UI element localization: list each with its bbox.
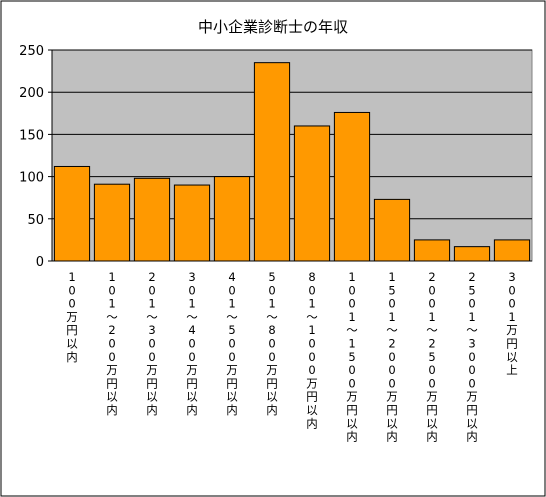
- y-tick-label: 50: [27, 213, 44, 228]
- bar: [373, 198, 411, 262]
- y-tick-label: 150: [19, 128, 44, 143]
- bar: [413, 239, 451, 262]
- y-tick-label: 100: [19, 171, 44, 186]
- bar: [213, 176, 251, 262]
- plot-area: [51, 49, 533, 262]
- gridlines: [52, 49, 532, 220]
- y-tick-label: 0: [36, 255, 44, 270]
- x-tick-label: 8 0 1 〜 1 0 0 0 万円以内: [306, 270, 318, 430]
- y-tick-label: 200: [19, 86, 44, 101]
- bar: [173, 184, 211, 262]
- chart-title: 中小企業診断士の年収: [198, 18, 348, 36]
- x-tick-label: 5 0 1 〜 8 0 0 万円以内: [266, 270, 278, 417]
- x-axis: 1 0 0 万円以内 1 0 1 〜 2 0 0 万円以内 2 0 1 〜 3 0 0 万円以内 3 0 1 〜 4 0 0 万円以内…: [52, 260, 532, 444]
- bars: [53, 62, 531, 262]
- bar: [493, 239, 531, 262]
- bar: [253, 62, 291, 262]
- bar: [453, 246, 491, 262]
- x-tick-label: 1 0 0 1 〜 1 5 0 0 万円以内: [346, 270, 358, 444]
- y-axis: 0 50 100 150 200 250: [19, 44, 53, 270]
- bar: [133, 177, 171, 262]
- x-tick-label: 1 5 0 1 〜 2 0 0 0 万円以内: [386, 270, 398, 444]
- x-tick-label: 3 0 1 〜 4 0 0 万円以内: [186, 270, 198, 417]
- bar: [293, 125, 331, 262]
- x-tick-label: 2 5 0 1 〜 3 0 0 0 万円以内: [466, 270, 478, 444]
- y-tick-label: 250: [19, 44, 44, 59]
- x-tick-label: 1 0 1 〜 2 0 0 万円以内: [106, 270, 118, 417]
- bar: [333, 111, 371, 262]
- bar: [93, 183, 131, 262]
- x-tick-label: 2 0 0 1 〜 2 5 0 0 万円以内: [426, 270, 438, 444]
- x-tick-label: 3 0 0 1 万円以上: [506, 270, 518, 377]
- bar: [53, 165, 91, 262]
- x-tick-label: 2 0 1 〜 3 0 0 万円以内: [146, 270, 158, 417]
- x-tick-label: 1 0 0 万円以内: [66, 270, 78, 364]
- x-tick-label: 4 0 1 〜 5 0 0 万円以内: [226, 270, 238, 417]
